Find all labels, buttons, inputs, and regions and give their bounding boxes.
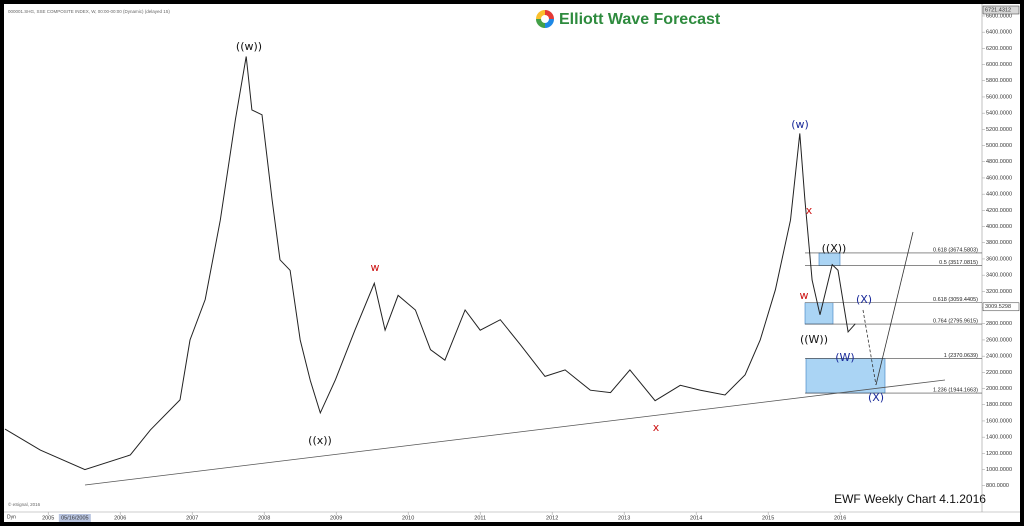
y-tick-label: 6600.0000 xyxy=(986,13,1012,19)
x-cursor-label: 05/16/2005 xyxy=(61,515,89,521)
y-tick-label: 5400.0000 xyxy=(986,111,1012,117)
y-tick-label: 1600.0000 xyxy=(986,418,1012,424)
chart-title: Elliott Wave Forecast xyxy=(559,11,721,28)
x-cursor-box xyxy=(58,514,91,522)
x-tick-label: 2015 xyxy=(762,515,774,521)
fib-label: 0.618 (3674.5803) xyxy=(933,247,978,253)
wave-label: (X) xyxy=(856,293,872,306)
projection-dashed xyxy=(862,309,877,386)
x-tick-label: 2006 xyxy=(114,515,126,521)
wave-label: w xyxy=(800,289,809,302)
subtitle: EWF Weekly Chart 4.1.2016 xyxy=(834,492,986,506)
y-tick-label: 6200.0000 xyxy=(986,46,1012,52)
wave-label: (X) xyxy=(868,391,884,404)
y-tick-label: 2800.0000 xyxy=(986,321,1012,327)
wave-label: (W) xyxy=(835,351,854,364)
wave-label: ((x)) xyxy=(308,434,332,447)
wave-label: x xyxy=(806,204,813,217)
y-tick-label: 3600.0000 xyxy=(986,256,1012,262)
axis-marker-box xyxy=(982,5,1020,15)
projection xyxy=(875,231,914,386)
axis-marker-box xyxy=(982,302,1020,312)
fib-label: 0.5 (3517.0815) xyxy=(939,260,978,266)
y-tick-label: 4800.0000 xyxy=(986,159,1012,165)
y-tick-label: 2200.0000 xyxy=(986,370,1012,376)
y-tick-label: 2000.0000 xyxy=(986,386,1012,392)
y-tick-label: 2600.0000 xyxy=(986,337,1012,343)
wave-label: ((w)) xyxy=(236,40,262,53)
fib-label: 0.764 (2795.9615) xyxy=(933,319,978,325)
wave-label: ((W)) xyxy=(800,333,828,346)
y-tick-label: 3800.0000 xyxy=(986,240,1012,246)
y-tick-label: 2400.0000 xyxy=(986,354,1012,360)
fib-label: 1.236 (1944.1663) xyxy=(933,388,978,394)
y-tick-label: 800.0000 xyxy=(986,483,1009,489)
axis-marker-label: 6721.4312 xyxy=(985,7,1011,13)
y-tick-label: 1400.0000 xyxy=(986,435,1012,441)
target-zone xyxy=(805,358,886,394)
mode-label: Dyn xyxy=(7,514,16,520)
price-line xyxy=(4,56,856,471)
trend-line xyxy=(84,379,946,486)
x-tick-label: 2008 xyxy=(258,515,270,521)
y-tick-label: 3200.0000 xyxy=(986,289,1012,295)
header: 000001.SHG, SSE COMPOSITE INDEX, W, 00:0… xyxy=(8,9,170,14)
wave-label: ((X)) xyxy=(822,242,847,255)
y-tick-label: 1000.0000 xyxy=(986,467,1012,473)
axis-marker-label: 3009.5298 xyxy=(985,304,1011,310)
credit: © eSignal, 2016 xyxy=(8,501,41,507)
y-tick-label: 4400.0000 xyxy=(986,192,1012,198)
x-tick-label: 2007 xyxy=(186,515,198,521)
wave-label: x xyxy=(653,421,660,434)
x-tick-label: 2014 xyxy=(690,515,702,521)
y-tick-label: 5800.0000 xyxy=(986,78,1012,84)
y-tick-label: 4200.0000 xyxy=(986,208,1012,214)
y-tick-label: 5600.0000 xyxy=(986,94,1012,100)
y-tick-label: 1200.0000 xyxy=(986,451,1012,457)
x-tick-label: 2009 xyxy=(330,515,342,521)
wave-label: w xyxy=(371,261,380,274)
fib-label: 1 (2370.0639) xyxy=(944,353,978,359)
x-tick-label: 2016 xyxy=(834,515,846,521)
wave-label: (w) xyxy=(791,118,809,131)
x-tick-label: 2005 xyxy=(42,515,54,521)
y-tick-label: 6000.0000 xyxy=(986,62,1012,68)
y-tick-label: 6400.0000 xyxy=(986,30,1012,36)
y-tick-label: 1800.0000 xyxy=(986,402,1012,408)
x-tick-label: 2012 xyxy=(546,515,558,521)
x-tick-label: 2011 xyxy=(474,515,486,521)
logo xyxy=(536,10,554,28)
y-tick-label: 4000.0000 xyxy=(986,224,1012,230)
x-tick-label: 2010 xyxy=(402,515,414,521)
x-tick-label: 2013 xyxy=(618,515,630,521)
target-zone xyxy=(804,302,834,325)
y-tick-label: 4600.0000 xyxy=(986,175,1012,181)
fib-label: 0.618 (3059.4405) xyxy=(933,297,978,303)
y-tick-label: 5200.0000 xyxy=(986,127,1012,133)
y-tick-label: 5000.0000 xyxy=(986,143,1012,149)
y-tick-label: 3400.0000 xyxy=(986,273,1012,279)
